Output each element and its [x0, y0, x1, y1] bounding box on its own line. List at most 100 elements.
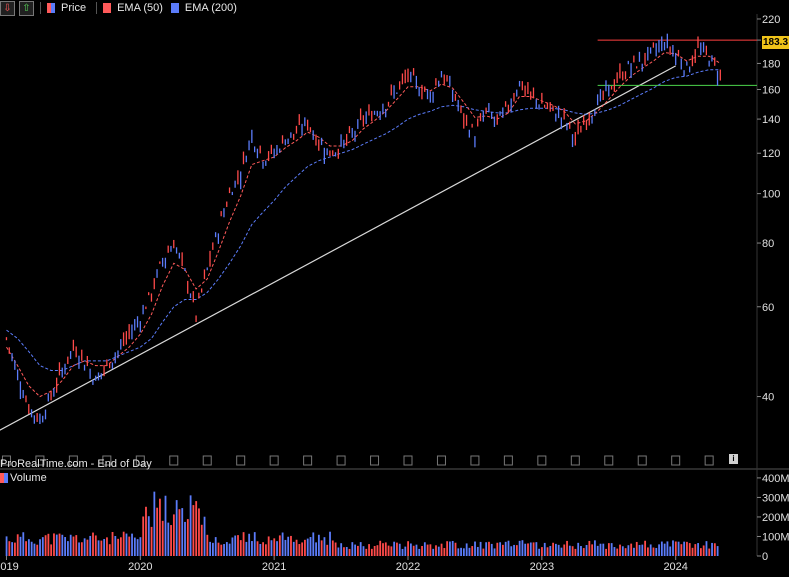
volume-bar — [312, 532, 315, 556]
volume-tick-label: 300M — [762, 492, 789, 504]
price-tick-label: 100 — [762, 189, 780, 201]
volume-bar — [404, 546, 407, 556]
volume-bar — [641, 544, 644, 556]
volume-bar — [100, 540, 103, 556]
price-legend-label[interactable]: Price — [61, 2, 87, 14]
event-marker-icon — [704, 455, 714, 466]
event-marker-icon — [671, 455, 681, 466]
volume-bar — [688, 543, 691, 556]
volume-bar — [605, 548, 607, 556]
event-marker-icon — [537, 455, 547, 466]
volume-bar — [423, 542, 426, 556]
ema200-line — [6, 69, 721, 371]
volume-bar — [716, 546, 719, 556]
volume-bar — [638, 544, 641, 556]
volume-bar — [164, 495, 167, 556]
volume-bar — [200, 524, 203, 556]
volume-bar — [354, 544, 357, 556]
up-arrow-icon[interactable]: ⇧ — [19, 0, 34, 16]
volume-bar — [465, 543, 468, 556]
time-tick-label: 2023 — [530, 561, 554, 572]
volume-bar — [192, 505, 195, 556]
volume-bar — [543, 542, 546, 556]
volume-bar — [435, 545, 437, 556]
price-tick-label: 40 — [762, 392, 774, 404]
volume-bar — [103, 538, 106, 556]
volume-bar — [287, 536, 290, 556]
volume-bar — [538, 548, 541, 556]
volume-bar — [440, 543, 443, 556]
volume-bar — [181, 508, 184, 556]
volume-bar — [326, 544, 329, 556]
volume-bar — [292, 541, 295, 556]
volume-bar — [449, 541, 451, 556]
volume-bar — [348, 548, 351, 556]
time-tick-label: 2020 — [128, 561, 152, 572]
volume-bar — [220, 544, 223, 556]
event-marker-icon — [604, 455, 614, 466]
volume-bar — [357, 545, 359, 556]
volume-bar — [554, 543, 557, 556]
volume-bar — [697, 543, 699, 556]
volume-bar — [515, 545, 518, 556]
time-tick-label: 2022 — [396, 561, 420, 572]
volume-bar — [482, 548, 485, 556]
volume-tick-label: 0 — [762, 551, 768, 563]
volume-bar — [284, 539, 287, 556]
volume-bar — [242, 532, 245, 556]
volume-bar — [474, 541, 476, 556]
volume-bar — [323, 537, 326, 556]
volume-bar — [666, 541, 669, 556]
volume-bar — [602, 543, 605, 556]
down-arrow-icon[interactable]: ⇩ — [0, 0, 15, 16]
volume-bar — [362, 546, 365, 556]
volume-bar — [529, 542, 532, 556]
volume-bar — [298, 544, 301, 556]
volume-bar — [647, 547, 649, 556]
volume-bar — [633, 547, 635, 556]
volume-bar — [468, 547, 471, 556]
volume-bar — [30, 541, 33, 556]
volume-bar — [485, 542, 488, 556]
volume-bar — [535, 542, 538, 556]
volume-bar — [11, 542, 14, 556]
volume-bar — [83, 538, 86, 556]
volume-bar — [635, 541, 638, 556]
volume-bar — [479, 541, 482, 556]
ema200-legend-label[interactable]: EMA (200) — [184, 2, 237, 14]
chart-toolbar: ⇩ ⇧ Price EMA (50) EMA (200) — [0, 0, 245, 16]
volume-bar — [577, 542, 580, 556]
time-tick-label: 2019 — [0, 561, 19, 572]
volume-bar — [563, 544, 566, 556]
volume-bar — [33, 543, 36, 556]
volume-bar — [214, 537, 217, 556]
volume-bar — [231, 537, 234, 556]
event-marker-icon — [35, 455, 45, 466]
volume-bar — [591, 544, 594, 556]
volume-bar — [209, 541, 212, 556]
volume-bar — [658, 544, 660, 556]
volume-bar — [460, 547, 462, 556]
volume-bar — [92, 532, 94, 556]
volume-bar — [493, 548, 496, 556]
volume-bar — [139, 537, 142, 556]
volume-legend-label[interactable]: Volume — [10, 472, 47, 484]
volume-bar — [198, 508, 200, 556]
volume-bar — [376, 545, 379, 556]
volume-bar — [337, 547, 340, 556]
volume-bar — [217, 542, 220, 556]
volume-bar — [14, 542, 16, 556]
volume-bar — [379, 540, 382, 556]
info-icon[interactable]: i — [729, 454, 738, 464]
volume-bar — [560, 547, 563, 556]
volume-bar — [518, 540, 521, 556]
volume-bar — [248, 533, 251, 556]
volume-bar — [186, 519, 189, 556]
volume-bar — [702, 545, 705, 556]
trendline — [0, 65, 676, 431]
ema50-legend-label[interactable]: EMA (50) — [117, 2, 163, 14]
volume-bar — [387, 545, 390, 556]
volume-bar — [206, 534, 209, 556]
